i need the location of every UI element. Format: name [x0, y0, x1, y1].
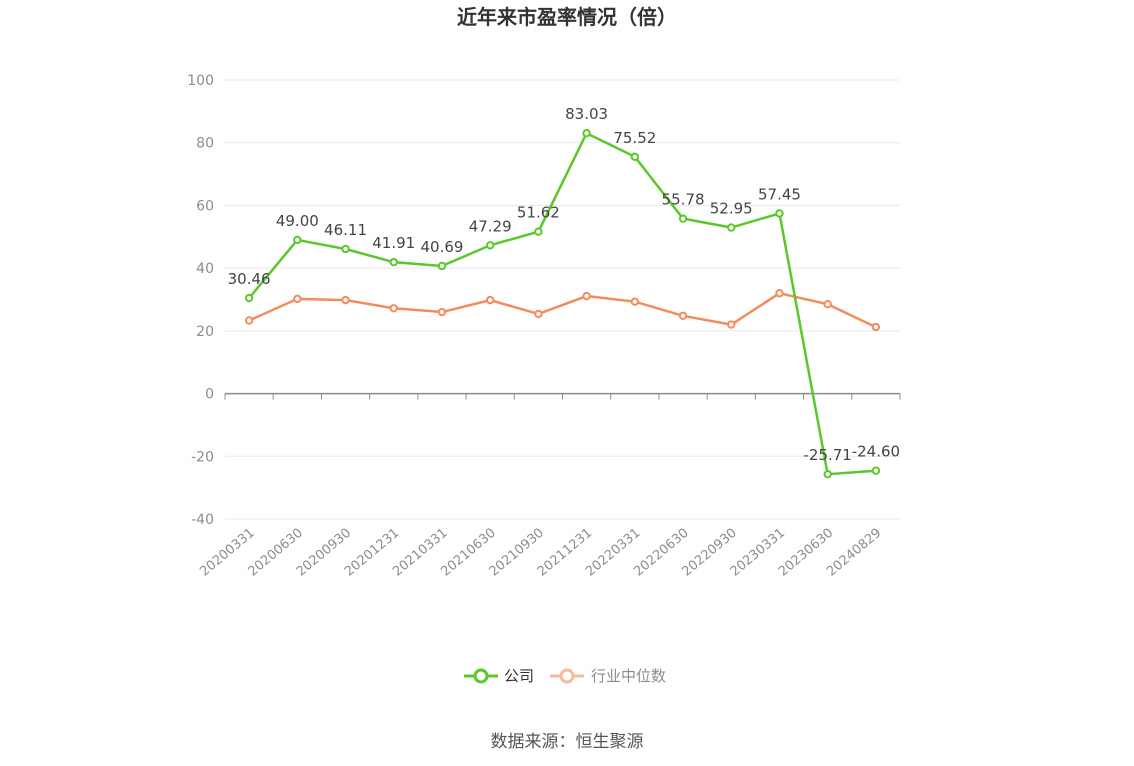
- data-point-industry-median[interactable]: [244, 316, 254, 325]
- data-label-company: 83.03: [565, 105, 608, 123]
- data-point-industry-median[interactable]: [630, 297, 640, 306]
- series-line-industry-median: [248, 291, 877, 329]
- data-label-company: 55.78: [662, 191, 705, 209]
- data-point-company[interactable]: [437, 261, 447, 271]
- data-label-company: -25.71: [803, 446, 851, 464]
- data-label-company: 41.91: [372, 234, 415, 252]
- series-line-company: [248, 131, 876, 476]
- data-point-industry-median[interactable]: [293, 294, 302, 304]
- data-point-industry-median[interactable]: [534, 309, 543, 319]
- data-point-industry-median[interactable]: [582, 291, 591, 301]
- data-point-industry-median[interactable]: [389, 304, 398, 313]
- data-point-company[interactable]: [775, 209, 784, 218]
- data-point-company[interactable]: [630, 152, 640, 161]
- data-point-company[interactable]: [341, 244, 350, 254]
- legend-marker-company: [473, 668, 489, 684]
- data-label-company: 75.52: [613, 129, 656, 147]
- data-label-company: 47.29: [469, 217, 512, 235]
- data-point-industry-median[interactable]: [871, 322, 881, 332]
- y-tick-label: -40: [191, 512, 214, 528]
- legend-item-industry-median[interactable]: 行业中位数: [550, 667, 666, 685]
- legend-label-industry: 行业中位数: [591, 667, 666, 685]
- data-point-company[interactable]: [823, 469, 832, 479]
- legend-marker-industry: [559, 668, 575, 684]
- data-point-company[interactable]: [582, 129, 591, 138]
- data-point-company[interactable]: [871, 466, 881, 475]
- y-tick-label: 0: [205, 387, 214, 403]
- data-label-company: -24.60: [852, 443, 900, 461]
- data-label-company: 46.11: [324, 221, 367, 239]
- data-point-company[interactable]: [678, 214, 688, 223]
- data-label-company: 51.62: [517, 204, 560, 222]
- data-point-company[interactable]: [293, 235, 302, 245]
- y-tick-label: -20: [191, 449, 214, 465]
- y-tick-label: 40: [196, 261, 214, 277]
- grid-lines: [225, 79, 900, 520]
- data-label-company: 40.69: [420, 238, 463, 256]
- data-point-company[interactable]: [389, 257, 398, 267]
- y-tick-label: 100: [187, 73, 214, 89]
- data-source: 数据来源：恒生聚源: [491, 732, 644, 752]
- x-axis: 2020033120200630202009302020123120210331…: [197, 392, 901, 580]
- data-point-industry-median[interactable]: [341, 295, 350, 305]
- chart-title: 近年来市盈率情况（倍）: [457, 5, 677, 29]
- data-point-industry-median[interactable]: [823, 300, 832, 309]
- data-point-industry-median[interactable]: [678, 311, 688, 321]
- data-label-company: 52.95: [710, 200, 753, 218]
- data-label-company: 57.45: [758, 185, 801, 203]
- y-tick-label: 80: [196, 136, 214, 152]
- data-point-company[interactable]: [534, 227, 543, 236]
- data-point-company[interactable]: [485, 241, 495, 250]
- data-labels: 30.46 49.00 46.11 41.91 40.69 47.29 51.62 83.03…: [228, 105, 900, 464]
- data-point-industry-median[interactable]: [437, 307, 447, 317]
- data-point-company[interactable]: [244, 293, 254, 303]
- y-tick-label: 60: [196, 198, 214, 214]
- legend-item-company[interactable]: 公司: [464, 667, 534, 685]
- data-label-company: 49.00: [276, 212, 319, 230]
- legend-label-company: 公司: [504, 667, 534, 685]
- data-point-company[interactable]: [727, 223, 736, 232]
- data-point-industry-median[interactable]: [775, 289, 784, 298]
- data-point-industry-median[interactable]: [727, 320, 736, 329]
- data-point-industry-median[interactable]: [485, 295, 495, 305]
- y-axis: 100 80 60 40 20 0 -20 -40: [187, 73, 214, 528]
- series-layer: [244, 129, 881, 479]
- data-label-company: 30.46: [228, 270, 271, 288]
- y-tick-label: 20: [196, 324, 214, 340]
- legend[interactable]: 公司 行业中位数: [464, 667, 666, 685]
